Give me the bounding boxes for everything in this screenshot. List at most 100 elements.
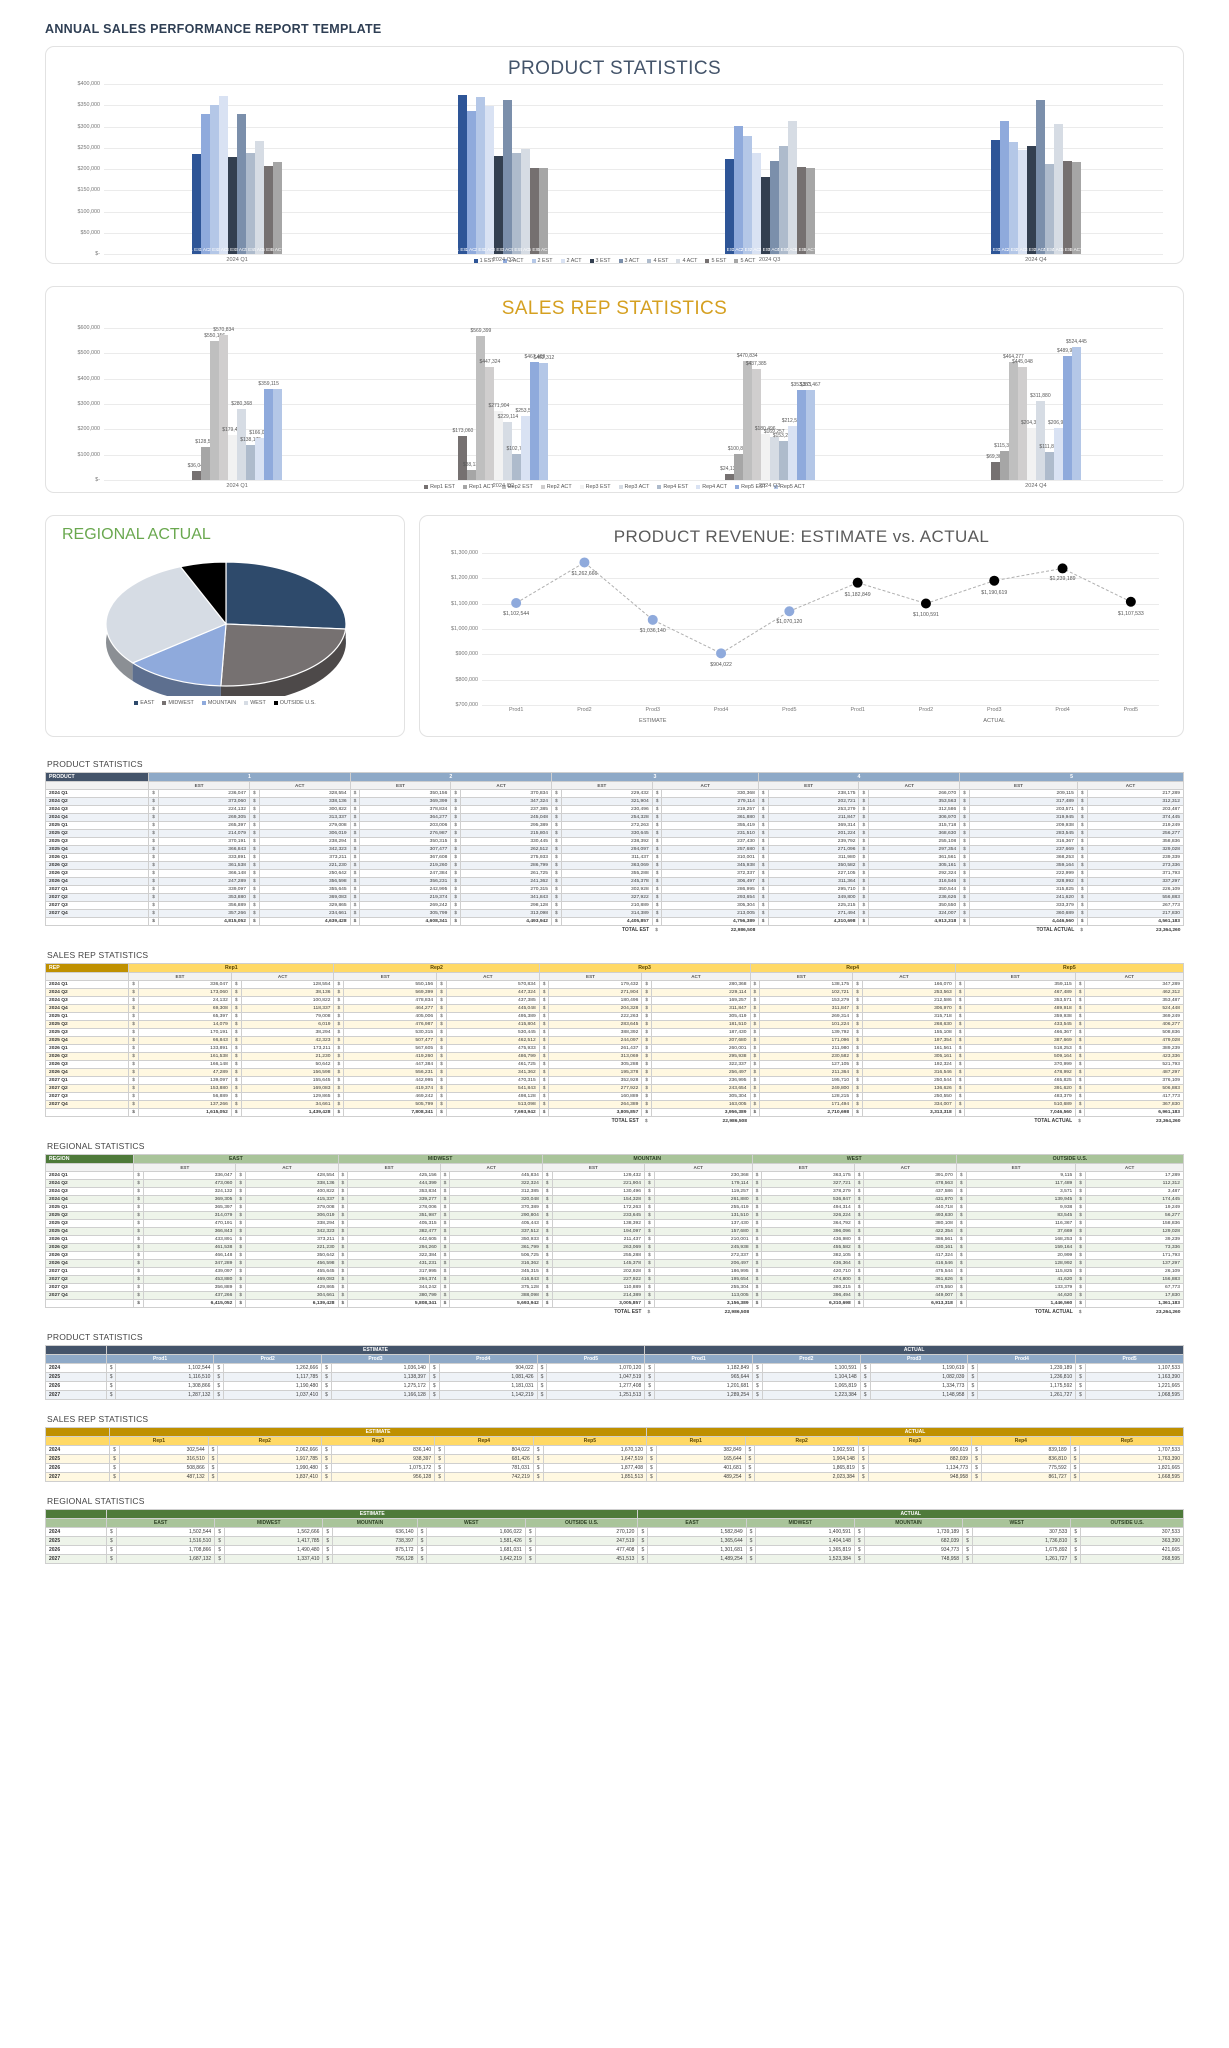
table-cell: 197,354 (861, 1036, 956, 1045)
y-axis-tick: $1,100,000 (451, 600, 478, 607)
currency-symbol: $ (1075, 1203, 1087, 1212)
table-cell: 239,792 (767, 837, 860, 846)
table-subheader: EST (128, 972, 232, 981)
table-group-header: Rep3 (538, 963, 751, 973)
currency-symbol: $ (954, 1060, 966, 1069)
y-axis-tick: $100,000 (77, 208, 100, 215)
currency-symbol: $ (749, 1012, 761, 1021)
table-row: 2027 Q4 $137,266 $34,661 $505,799 $513,098 $2… (44, 1100, 1184, 1109)
table-cell: 1,837,410 (217, 1472, 322, 1482)
currency-symbol: $ (1069, 1463, 1081, 1473)
x-axis-tick: 2024 Q3 (758, 257, 781, 263)
currency-symbol: $ (1074, 1084, 1086, 1093)
table-cell: 137,297 (1085, 1259, 1184, 1268)
legend-item: 4 ACT (676, 258, 697, 263)
bar-label: 5 EST (262, 247, 276, 252)
currency-symbol: $ (641, 980, 653, 989)
currency-symbol: $ (852, 1036, 863, 1045)
table-cell: 255,108 (868, 837, 961, 846)
currency-symbol: $ (248, 837, 260, 846)
table-total-cell: 2,710,698 (759, 1108, 854, 1117)
bar-label: 2 EST (740, 247, 754, 252)
currency-symbol: $ (744, 1463, 756, 1473)
currency-symbol: $ (959, 837, 970, 846)
data-point (579, 557, 590, 568)
bar-label: 1 ACT (997, 247, 1011, 252)
legend-label: Rep5 EST (741, 484, 766, 490)
currency-symbol: $ (538, 988, 550, 997)
table-subheader (45, 1518, 107, 1528)
bar-value-label: $153,279 (772, 433, 794, 440)
table-total-cell: 3,156,389 (653, 1299, 753, 1308)
table-col-header (44, 1427, 111, 1437)
table-cell: 1,190,619 (869, 1363, 969, 1373)
table-cell: 50,642 (240, 1060, 335, 1069)
currency-symbol: $ (349, 877, 361, 886)
table-cell: 479,028 (1084, 1036, 1184, 1045)
rep-chart-plot: $- $100,000 $200,000 $300,000 $400,000 $500,0… (78, 325, 1169, 489)
summary-rep-title: SALES REP STATISTICS (47, 1414, 149, 1424)
legend-item: 5 ACT (734, 258, 755, 263)
table-cell: 119,257 (653, 1187, 753, 1196)
table-cell: 379,008 (245, 1203, 339, 1212)
table-cell: 466,367 (964, 1028, 1076, 1037)
currency-symbol: $ (133, 1219, 144, 1228)
table-cell: 73,336 (1085, 1243, 1184, 1252)
bar-label: 3 ACT (1033, 247, 1047, 252)
currency-symbol: $ (745, 1527, 757, 1537)
table-cell: 236,626 (868, 893, 961, 902)
table-total-cell: 6,415,052 (142, 1299, 237, 1308)
table-row-label: 2027 Q2 (44, 893, 150, 902)
currency-symbol: $ (439, 1299, 451, 1308)
currency-symbol: $ (439, 1291, 451, 1300)
table-total-cell: 3,313,318 (861, 1108, 956, 1117)
table-row: 2027 Q3 $56,889 $129,865 $469,242 $498,128 $1… (44, 1092, 1184, 1101)
currency-symbol: $ (749, 1084, 761, 1093)
currency-symbol: $ (852, 1060, 863, 1069)
bar: 5 EST (528, 168, 541, 254)
table-cell: 294,374 (347, 1275, 441, 1284)
table-cell: 166,070 (861, 980, 956, 989)
currency-symbol: $ (428, 1381, 440, 1391)
legend-item: MOUNTAIN (201, 700, 236, 706)
table-cell: 230,368 (653, 1171, 753, 1180)
currency-symbol: $ (349, 797, 361, 806)
currency-symbol: $ (1075, 1171, 1087, 1180)
table-cell: 338,136 (258, 797, 351, 806)
currency-symbol: $ (641, 1036, 653, 1045)
currency-symbol: $ (751, 1179, 763, 1188)
currency-symbol: $ (1078, 1118, 1081, 1124)
table-group-header: WEST (751, 1154, 957, 1164)
table-row: 2027 Q1 $439,097 $455,645 $317,995 $345,315 $… (44, 1267, 1184, 1276)
table-cell: 138,392 (551, 1219, 645, 1228)
currency-symbol: $ (434, 1472, 445, 1482)
y-axis-tick: $600,000 (77, 325, 100, 331)
table-cell: 306,497 (661, 877, 759, 886)
currency-symbol: $ (749, 1004, 761, 1013)
table-cell: 241,620 (968, 893, 1078, 902)
pie-chart-legend: EAST MIDWEST MOUNTAIN WEST OUTSIDE U.S. (46, 696, 404, 714)
table-cell: 1,708,866 (115, 1545, 216, 1555)
data-point-label: $1,182,849 (844, 591, 871, 598)
currency-symbol: $ (852, 1004, 863, 1013)
currency-symbol: $ (852, 1100, 863, 1109)
currency-symbol: $ (641, 1084, 653, 1093)
table-cell: 337,512 (449, 1227, 543, 1236)
currency-symbol: $ (148, 909, 159, 918)
table-cell: 17,289 (1085, 1171, 1184, 1180)
table-cell: 157,680 (653, 1227, 753, 1236)
currency-symbol: $ (751, 1267, 763, 1276)
table-cell: 461,725 (445, 1060, 540, 1069)
currency-symbol: $ (1076, 885, 1088, 894)
table-cell: 1,142,219 (438, 1390, 538, 1400)
currency-symbol: $ (1075, 1381, 1086, 1391)
table-cell: 380,799 (347, 1291, 441, 1300)
bar-value-label: $271,904 (488, 403, 510, 410)
currency-symbol: $ (959, 853, 970, 862)
currency-symbol: $ (1070, 1554, 1082, 1564)
currency-symbol: $ (148, 821, 159, 830)
table-row: 2025 Q2 $314,079 $306,019 $351,987 $290,804 $… (44, 1211, 1184, 1220)
table-row: 2024 Q2 $373,060 $338,136 $369,399 $347,324 $… (44, 797, 1185, 806)
currency-symbol: $ (349, 805, 361, 814)
table-cell: 556,883 (1086, 893, 1185, 902)
